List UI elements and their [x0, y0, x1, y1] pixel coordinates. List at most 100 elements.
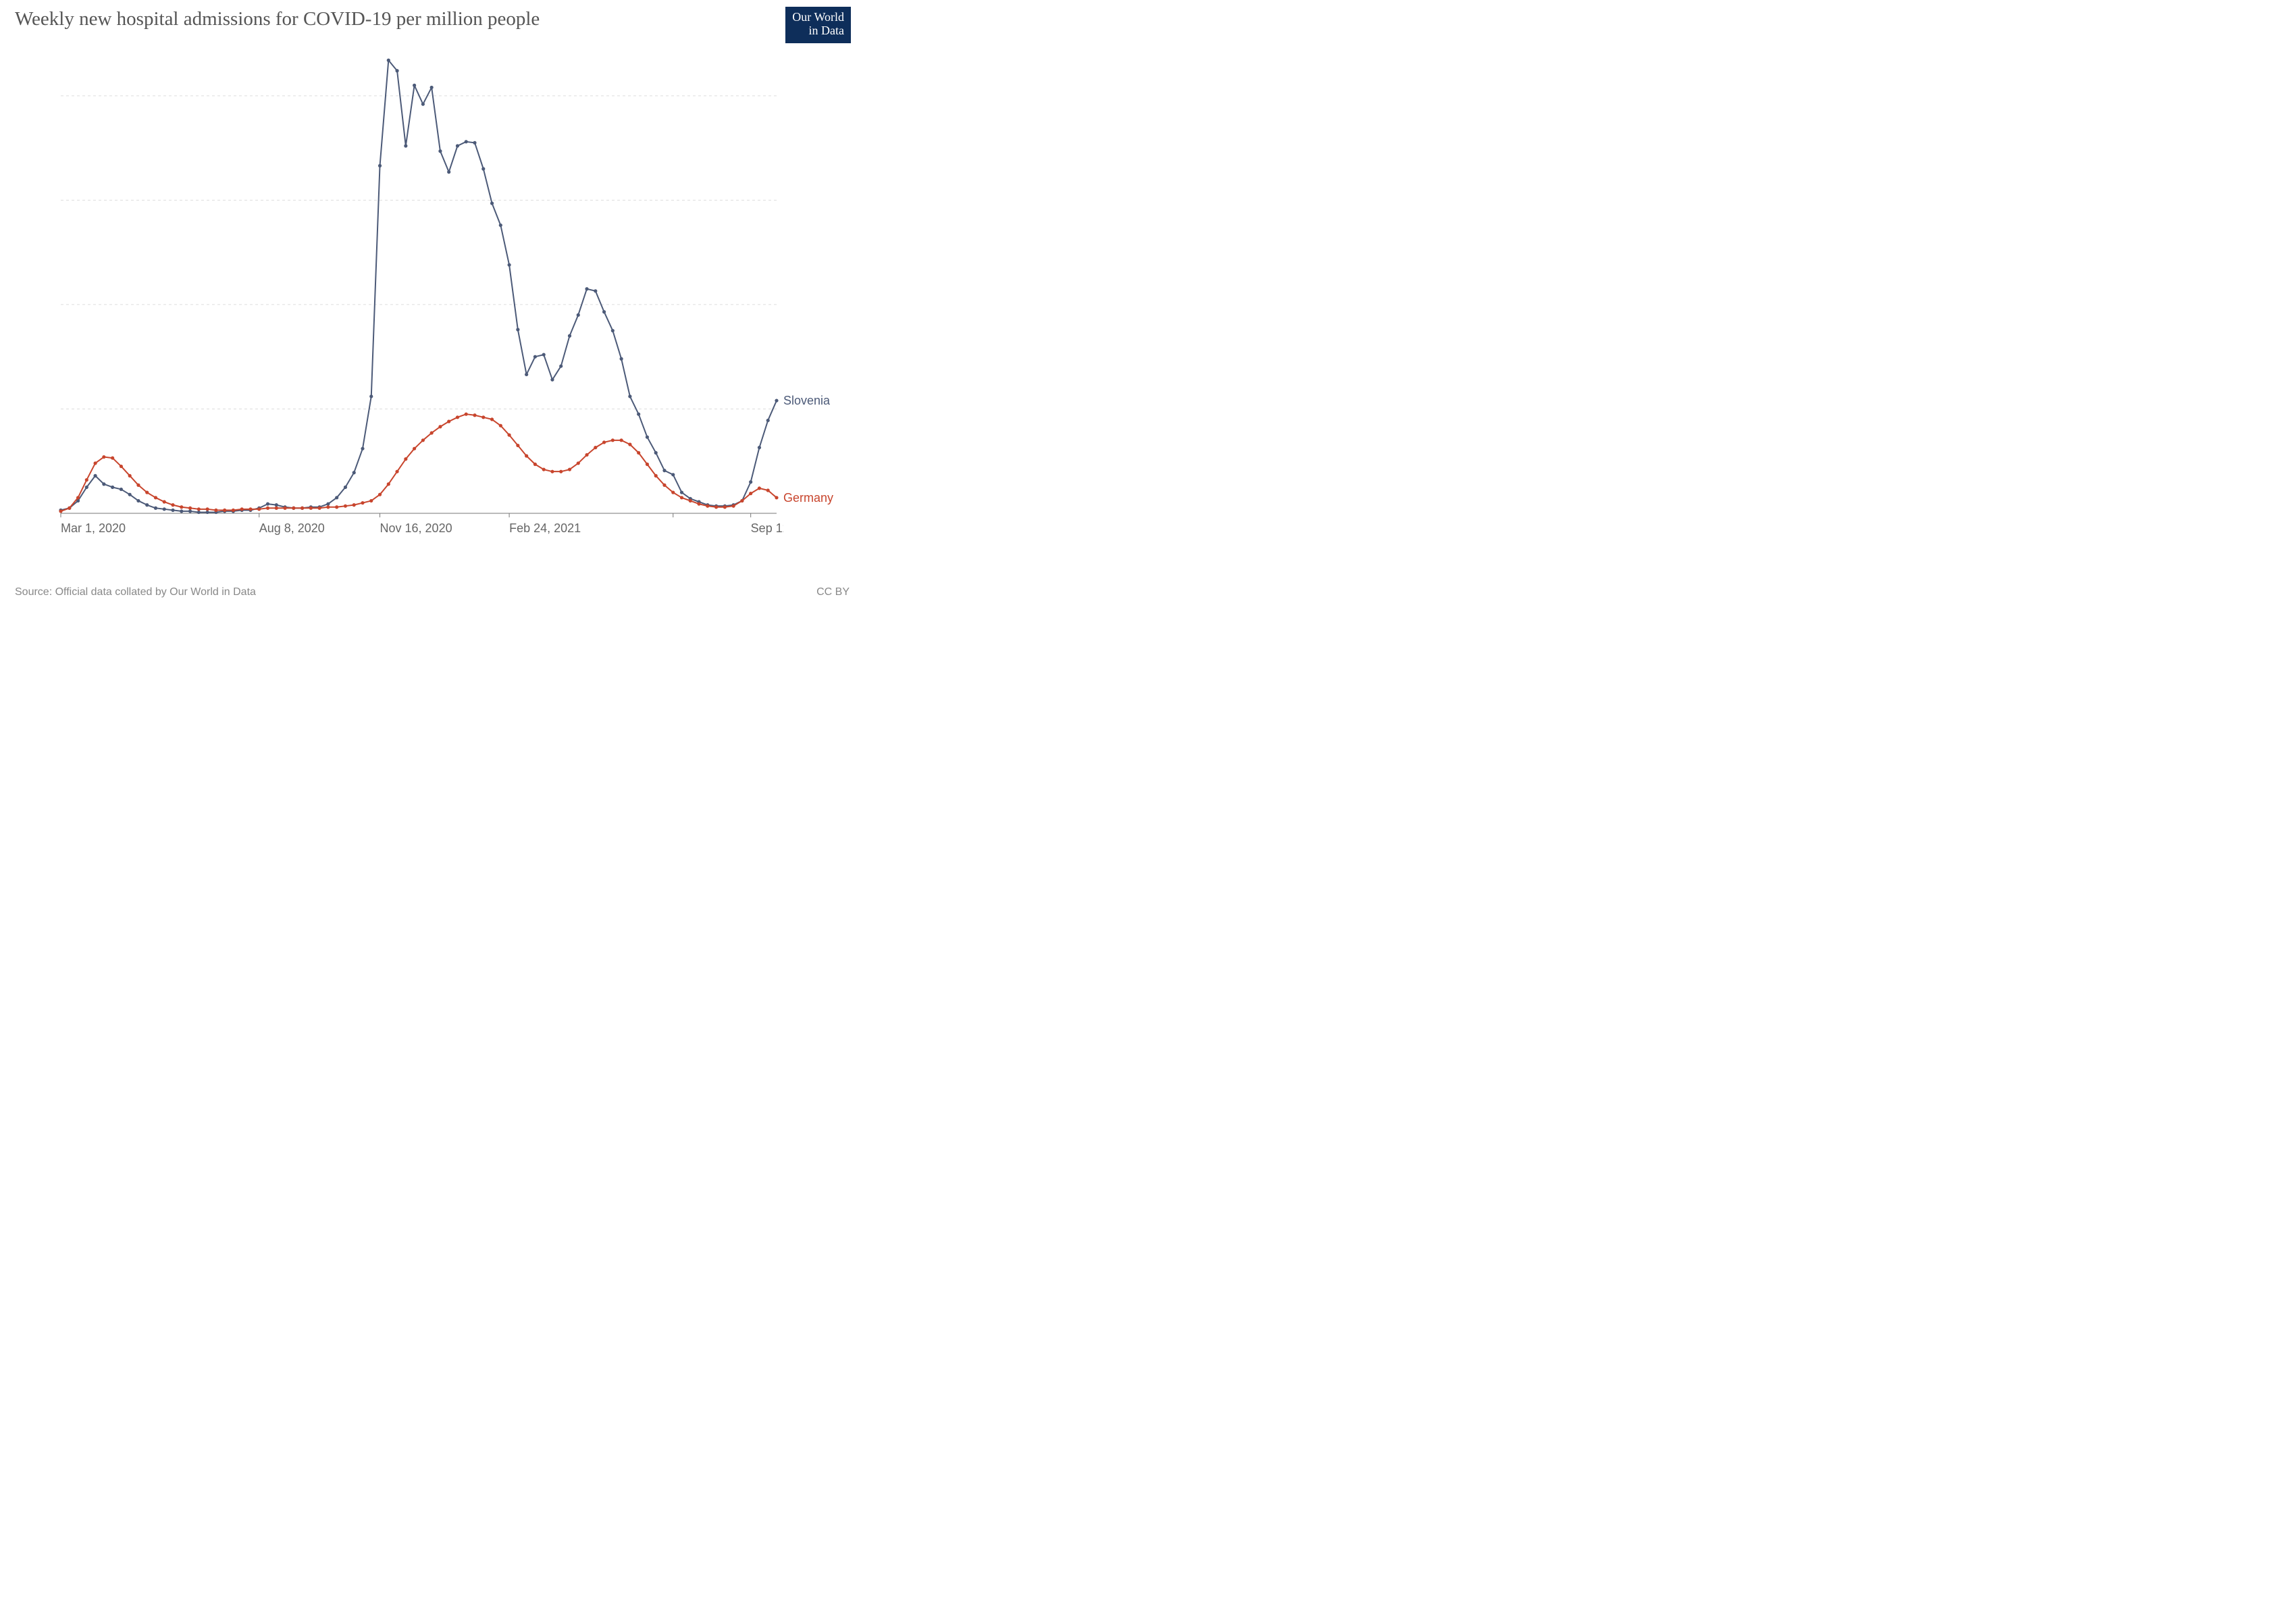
- series-marker: [111, 486, 114, 489]
- series-marker: [301, 507, 304, 510]
- series-marker: [85, 478, 88, 482]
- series-marker: [180, 505, 183, 509]
- series-marker: [620, 438, 623, 442]
- series-marker: [473, 413, 476, 417]
- series-marker: [749, 492, 752, 495]
- series-marker: [154, 507, 157, 510]
- series-marker: [369, 394, 373, 398]
- series-marker: [197, 507, 201, 511]
- logo-line-2: in Data: [792, 24, 844, 38]
- series-marker: [533, 355, 537, 359]
- chart-title: Weekly new hospital admissions for COVID…: [15, 8, 540, 30]
- series-marker: [481, 167, 485, 170]
- series-marker: [611, 438, 615, 442]
- series-marker: [671, 473, 675, 476]
- series-marker: [680, 496, 683, 499]
- series-marker: [490, 417, 494, 421]
- series-marker: [344, 505, 347, 508]
- series-marker: [637, 413, 640, 416]
- series-marker: [335, 496, 338, 499]
- series-marker: [594, 446, 597, 449]
- series-marker: [387, 59, 390, 62]
- series-marker: [646, 436, 649, 439]
- series-marker: [481, 415, 485, 419]
- series-marker: [499, 224, 502, 227]
- series-marker: [714, 505, 718, 509]
- series-marker: [413, 447, 416, 451]
- series-marker: [456, 415, 459, 419]
- series-marker: [749, 480, 752, 484]
- series-marker: [395, 69, 398, 72]
- chart-container: Weekly new hospital admissions for COVID…: [0, 0, 864, 608]
- series-marker: [214, 509, 217, 512]
- series-marker: [577, 461, 580, 465]
- series-marker: [740, 499, 743, 503]
- series-marker: [654, 451, 658, 455]
- series-marker: [542, 467, 546, 471]
- series-marker: [430, 86, 434, 89]
- series-marker: [163, 507, 166, 511]
- series-marker: [378, 164, 382, 168]
- series-marker: [240, 507, 244, 511]
- series-marker: [128, 493, 132, 496]
- series-marker: [654, 474, 658, 478]
- series-label-germany: Germany: [783, 491, 833, 505]
- series-marker: [697, 502, 700, 505]
- x-tick-label: Sep 12, 2021: [751, 521, 783, 535]
- series-marker: [136, 484, 140, 487]
- series-marker: [602, 440, 606, 444]
- series-marker: [620, 357, 623, 361]
- series-marker: [378, 493, 382, 496]
- series-marker: [188, 507, 192, 510]
- series-marker: [568, 334, 571, 338]
- series-marker: [249, 507, 252, 511]
- x-tick-label: Mar 1, 2020: [61, 521, 126, 535]
- series-marker: [507, 263, 511, 267]
- series-marker: [85, 486, 88, 489]
- series-marker: [421, 103, 425, 106]
- footer-license: CC BY: [816, 586, 850, 598]
- series-marker: [662, 484, 666, 487]
- series-marker: [292, 507, 295, 510]
- series-marker: [283, 507, 286, 510]
- series-marker: [154, 496, 157, 499]
- series-marker: [516, 328, 519, 331]
- series-marker: [257, 507, 261, 511]
- series-marker: [542, 353, 546, 356]
- series-marker: [136, 499, 140, 503]
- series-marker: [766, 488, 770, 492]
- series-marker: [206, 507, 209, 511]
- series-line-germany: [61, 414, 777, 511]
- x-tick-label: Aug 8, 2020: [259, 521, 325, 535]
- line-chart: 0100200300400Mar 1, 2020Aug 8, 2020Nov 1…: [54, 47, 783, 547]
- series-marker: [404, 457, 407, 461]
- x-tick-label: Nov 16, 2020: [380, 521, 452, 535]
- series-marker: [628, 442, 631, 446]
- series-marker: [456, 144, 459, 147]
- series-marker: [344, 486, 347, 489]
- series-marker: [585, 287, 588, 290]
- series-marker: [438, 149, 442, 153]
- owid-logo: Our World in Data: [785, 7, 851, 43]
- series-marker: [309, 507, 313, 510]
- series-marker: [361, 501, 364, 505]
- series-marker: [594, 289, 597, 292]
- series-marker: [335, 505, 338, 509]
- series-marker: [369, 499, 373, 503]
- series-marker: [465, 413, 468, 416]
- series-marker: [171, 503, 174, 507]
- series-marker: [93, 474, 97, 478]
- series-marker: [525, 373, 528, 376]
- series-marker: [611, 329, 615, 332]
- series-marker: [145, 503, 149, 507]
- series-marker: [628, 394, 631, 398]
- series-marker: [525, 454, 528, 457]
- series-marker: [637, 451, 640, 455]
- series-marker: [766, 419, 770, 422]
- series-marker: [689, 499, 692, 503]
- series-marker: [568, 467, 571, 471]
- series-marker: [59, 509, 62, 513]
- series-marker: [775, 398, 778, 402]
- series-marker: [361, 447, 364, 451]
- logo-line-1: Our World: [792, 10, 844, 24]
